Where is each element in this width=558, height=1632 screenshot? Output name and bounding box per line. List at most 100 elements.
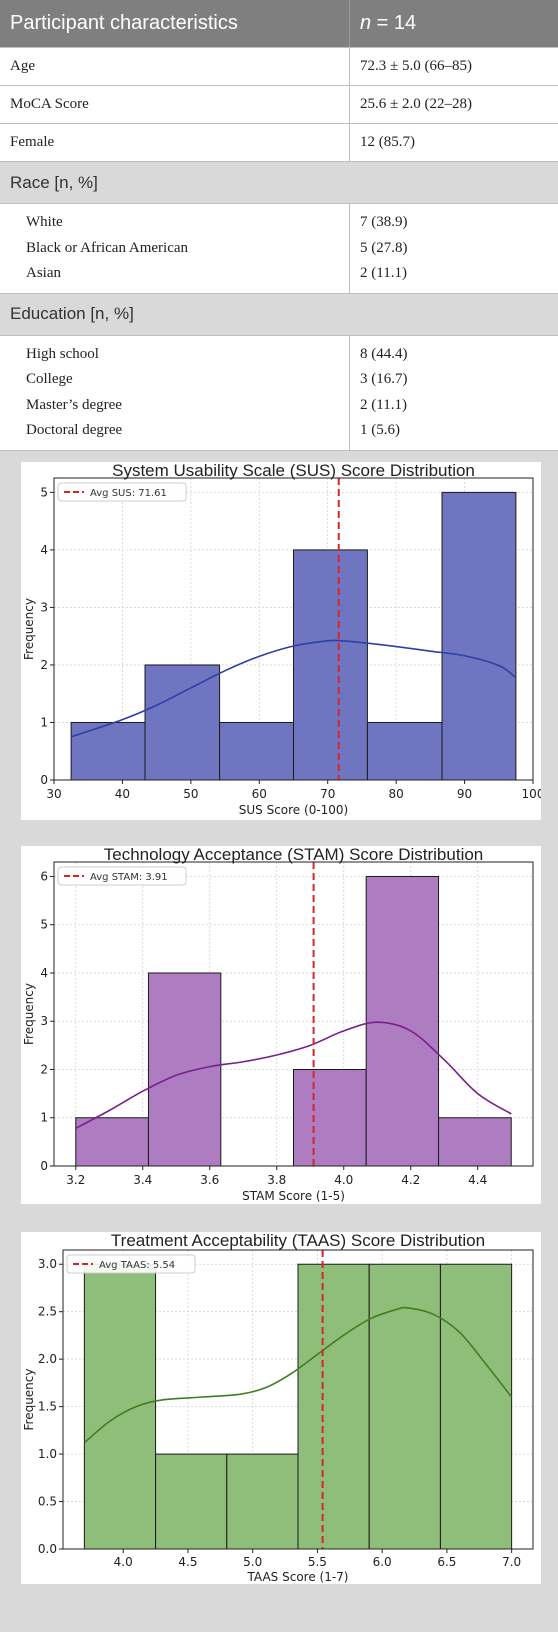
taas-histogram-bar	[155, 1453, 228, 1550]
race-value: 2 (11.1)	[360, 265, 407, 281]
taas-y-tick-label: 2.0	[38, 1352, 57, 1366]
row-label: Age	[0, 48, 350, 85]
sus-x-tick-label: 70	[320, 787, 335, 801]
stam-histogram-bar	[293, 1068, 367, 1167]
sus-y-tick-label: 4	[40, 543, 48, 557]
education-value: 8 (44.4)	[360, 345, 408, 362]
stam-x-tick-label: 3.4	[133, 1173, 152, 1187]
sus-histogram-bar	[70, 721, 146, 781]
taas-plot-frame	[62, 1249, 534, 1550]
sus-x-axis-label: SUS Score (0-100)	[239, 803, 349, 817]
taas-y-tick-label: 2.5	[38, 1305, 57, 1319]
header-n-symbol: n	[360, 12, 372, 34]
table-row-female: Female 12 (85.7)	[0, 124, 558, 162]
taas-legend-label: Avg TAAS: 5.54	[99, 1260, 175, 1271]
stam-y-tick-label: 6	[40, 869, 48, 883]
taas-x-tick-label: 5.5	[308, 1555, 327, 1569]
header-n: n = 14	[350, 0, 558, 47]
stam-legend	[57, 866, 187, 886]
race-section-header: Race [n, %]	[0, 162, 558, 204]
sus-histogram-bar	[293, 549, 368, 781]
sus-histogram-bar	[219, 721, 294, 781]
stam-x-tick-label: 3.6	[200, 1173, 219, 1187]
taas-legend	[66, 1254, 196, 1274]
sus-y-tick-label: 3	[40, 600, 48, 614]
race-label: Asian	[26, 265, 61, 281]
stam-plot-frame	[53, 861, 534, 1167]
stam-y-tick-label: 3	[40, 1014, 48, 1028]
taas-histogram-bar	[439, 1263, 513, 1550]
taas-kde-curve	[83, 1306, 513, 1444]
stam-x-tick-label: 3.2	[66, 1173, 85, 1187]
stam-x-tick-label: 3.8	[267, 1173, 286, 1187]
taas-histogram-bar	[226, 1453, 299, 1550]
taas-histogram: Treatment Acceptability (TAAS) Score Dis…	[21, 1232, 541, 1584]
sus-y-tick-label: 1	[40, 715, 48, 729]
header-label: Participant characteristics	[0, 0, 350, 47]
race-label: White	[26, 214, 63, 230]
stam-histogram-bar	[75, 1117, 149, 1167]
row-value: 72.3 ± 5.0 (66–85)	[360, 58, 472, 74]
row-label: MoCA Score	[0, 86, 350, 123]
row-label: Female	[0, 124, 350, 161]
table-header-row: Participant characteristics n = 14	[0, 0, 558, 48]
education-label: Doctoral degree	[26, 422, 123, 438]
sus-y-tick-label: 2	[40, 658, 48, 672]
taas-chart-svg: Treatment Acceptability (TAAS) Score Dis…	[22, 1232, 534, 1584]
stam-x-tick-label: 4.0	[334, 1173, 353, 1187]
sus-plot-frame	[53, 477, 534, 781]
sus-legend-label: Avg SUS: 71.61	[90, 488, 167, 499]
sus-x-tick-label: 60	[252, 787, 267, 801]
sus-chart-title: System Usability Scale (SUS) Score Distr…	[112, 462, 475, 480]
sus-legend	[57, 482, 187, 502]
sus-x-tick-label: 90	[457, 787, 472, 801]
sus-histogram: System Usability Scale (SUS) Score Distr…	[21, 462, 541, 820]
education-label: Master’s degree	[26, 396, 122, 413]
taas-histogram-bar	[83, 1263, 157, 1550]
taas-x-axis-label: TAAS Score (1-7)	[247, 1570, 349, 1584]
education-section-header: Education [n, %]	[0, 293, 558, 336]
stam-y-tick-label: 4	[40, 966, 48, 980]
race-value: 5 (27.8)	[360, 239, 408, 256]
taas-x-tick-label: 6.0	[373, 1555, 392, 1569]
taas-x-tick-label: 7.0	[502, 1555, 521, 1569]
stam-y-axis-label: Frequency	[22, 983, 36, 1045]
taas-y-axis-label: Frequency	[22, 1369, 36, 1431]
sus-x-tick-label: 80	[389, 787, 404, 801]
taas-chart-title: Treatment Acceptability (TAAS) Score Dis…	[111, 1232, 485, 1250]
sus-y-tick-label: 5	[40, 485, 48, 499]
education-value: 2 (11.1)	[360, 396, 407, 413]
sus-x-tick-label: 30	[46, 787, 61, 801]
table-row-age: Age 72.3 ± 5.0 (66–85)	[0, 48, 558, 86]
stam-chart-svg: Technology Acceptance (STAM) Score Distr…	[22, 846, 534, 1203]
stam-legend-label: Avg STAM: 3.91	[90, 872, 168, 883]
taas-x-tick-label: 4.0	[114, 1555, 133, 1569]
stam-y-tick-label: 5	[40, 918, 48, 932]
participant-characteristics-table: Participant characteristics n = 14 Age 7…	[0, 0, 558, 451]
taas-x-tick-label: 4.5	[178, 1555, 197, 1569]
sus-histogram-bar	[144, 664, 221, 781]
education-label: High school	[26, 345, 99, 362]
row-value: 25.6 ± 2.0 (22–28)	[360, 96, 472, 112]
taas-x-tick-label: 5.0	[243, 1555, 262, 1569]
sus-x-tick-label: 50	[183, 787, 198, 801]
table-row-moca: MoCA Score 25.6 ± 2.0 (22–28)	[0, 86, 558, 124]
taas-y-tick-label: 3.0	[38, 1257, 57, 1271]
race-group: White Black or African American Asian 7 …	[0, 204, 558, 294]
stam-y-tick-label: 1	[40, 1111, 48, 1125]
sus-x-tick-label: 40	[115, 787, 130, 801]
sus-x-tick-label: 100	[522, 787, 541, 801]
stam-kde-curve	[75, 1021, 512, 1130]
stam-x-tick-label: 4.4	[468, 1173, 487, 1187]
taas-y-tick-label: 1.0	[38, 1447, 57, 1461]
stam-x-tick-label: 4.2	[401, 1173, 420, 1187]
taas-y-tick-label: 1.5	[38, 1400, 57, 1414]
taas-x-tick-label: 6.5	[437, 1555, 456, 1569]
taas-y-tick-label: 0.0	[38, 1542, 57, 1556]
race-label: Black or African American	[26, 239, 189, 256]
stam-x-axis-label: STAM Score (1-5)	[242, 1189, 345, 1203]
race-value: 7 (38.9)	[360, 214, 408, 230]
stam-chart-title: Technology Acceptance (STAM) Score Distr…	[104, 846, 484, 864]
stam-histogram-bar	[438, 1117, 512, 1167]
sus-kde-curve	[70, 639, 517, 738]
